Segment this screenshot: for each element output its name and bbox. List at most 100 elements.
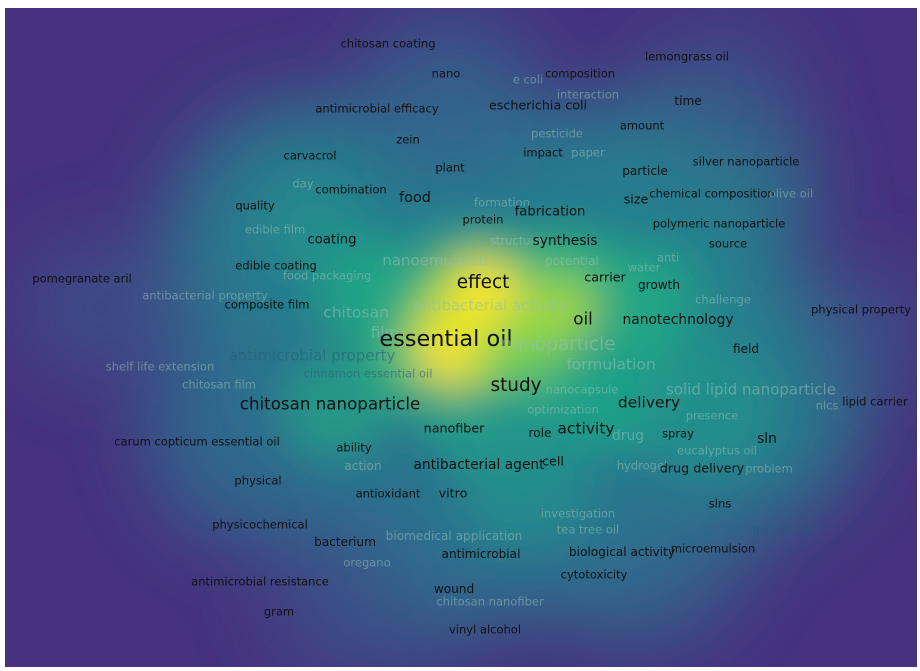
term-label[interactable]: physical property — [810, 302, 912, 317]
term-label[interactable]: antimicrobial resistance — [191, 574, 329, 589]
term-label[interactable]: role — [528, 425, 552, 440]
term-label[interactable]: chitosan — [323, 303, 389, 322]
term-label[interactable]: synthesis — [532, 233, 598, 250]
term-label[interactable]: coating — [307, 232, 357, 248]
term-label[interactable]: oil — [573, 308, 593, 329]
term-label[interactable]: nanoparticle — [500, 333, 616, 355]
term-label[interactable]: lemongrass oil — [645, 49, 729, 64]
term-label[interactable]: fabrication — [514, 204, 586, 220]
term-label[interactable]: sln — [757, 431, 777, 448]
term-label[interactable]: antibacterial property — [142, 288, 268, 303]
term-label[interactable]: delivery — [617, 393, 681, 412]
term-label[interactable]: paper — [571, 145, 605, 160]
term-label[interactable]: bacterium — [314, 534, 376, 549]
term-label[interactable]: formation — [474, 195, 530, 210]
term-label[interactable]: biological activity — [568, 544, 676, 559]
term-label[interactable]: film — [370, 323, 400, 342]
term-label[interactable]: vinyl alcohol — [448, 622, 522, 637]
term-label[interactable]: chitosan film — [182, 377, 256, 392]
term-label[interactable]: chitosan nanofiber — [436, 594, 544, 609]
term-label[interactable]: antimicrobial property — [228, 346, 396, 365]
term-label[interactable]: nano — [431, 66, 461, 81]
term-label[interactable]: quality — [235, 198, 275, 213]
term-label[interactable]: nanocapsule — [545, 382, 619, 397]
term-label[interactable]: chitosan coating — [340, 36, 436, 51]
term-label[interactable]: biomedical application — [385, 528, 523, 543]
term-label[interactable]: carvacrol — [283, 148, 337, 163]
term-label[interactable]: silver nanoparticle — [692, 154, 800, 169]
term-label[interactable]: antibacterial agent — [413, 457, 545, 474]
term-label[interactable]: carum copticum essential oil — [114, 434, 280, 449]
term-label[interactable]: action — [344, 458, 382, 473]
term-label[interactable]: shelf life extension — [105, 359, 215, 374]
term-label[interactable]: particle — [622, 163, 668, 178]
term-label[interactable]: lipid carrier — [842, 394, 908, 409]
term-label[interactable]: e coli — [512, 72, 544, 87]
term-label[interactable]: antioxidant — [355, 486, 421, 501]
term-label[interactable]: physical — [234, 473, 282, 488]
term-label[interactable]: source — [708, 236, 748, 251]
term-label[interactable]: edible coating — [235, 258, 317, 273]
term-label[interactable]: structure — [489, 233, 543, 248]
term-label[interactable]: pomegranate aril — [32, 271, 132, 286]
term-label[interactable]: composition — [544, 66, 616, 81]
term-label[interactable]: field — [732, 341, 760, 356]
term-label[interactable]: nanotechnology — [622, 312, 734, 329]
term-label[interactable]: composite film — [224, 297, 310, 312]
term-label[interactable]: tea tree oil — [556, 522, 620, 537]
term-label[interactable]: gram — [263, 604, 295, 619]
term-label[interactable]: antibacterial activity — [412, 296, 568, 315]
term-label[interactable]: zein — [396, 132, 420, 147]
term-label[interactable]: investigation — [540, 506, 616, 521]
term-label[interactable]: cytotoxicity — [560, 567, 628, 582]
term-label[interactable]: microemulsion — [670, 541, 756, 556]
term-label[interactable]: nanofiber — [423, 420, 485, 436]
term-label[interactable]: pesticide — [531, 126, 583, 141]
term-label[interactable]: optimization — [527, 402, 599, 417]
term-label[interactable]: formulation — [566, 355, 656, 374]
term-label[interactable]: antimicrobial — [441, 546, 521, 561]
term-label[interactable]: size — [623, 191, 649, 207]
term-label[interactable]: day — [292, 176, 314, 191]
term-label[interactable]: chemical composition — [649, 186, 775, 201]
term-label[interactable]: nanoemulsion — [382, 251, 488, 270]
term-label[interactable]: nlcs — [815, 398, 839, 413]
term-label[interactable]: anti — [656, 250, 680, 265]
term-label[interactable]: olive oil — [768, 186, 814, 201]
term-label[interactable]: escherichia coli — [488, 97, 588, 113]
term-label[interactable]: potential — [545, 253, 599, 268]
term-label[interactable]: food packaging — [282, 268, 372, 283]
term-label[interactable]: vitro — [438, 485, 468, 501]
term-label[interactable]: slns — [708, 496, 732, 511]
term-label[interactable]: polymeric nanoparticle — [652, 216, 786, 231]
term-label[interactable]: protein — [462, 212, 504, 227]
term-label[interactable]: solid lipid nanoparticle — [666, 380, 836, 399]
term-label[interactable]: drug — [612, 428, 644, 445]
term-label[interactable]: cinnamon essential oil — [303, 366, 433, 381]
term-label[interactable]: food — [399, 189, 431, 206]
term-label[interactable]: eucalyptus oil — [677, 443, 757, 458]
term-label[interactable]: spray — [662, 426, 694, 441]
term-label[interactable]: wound — [433, 581, 475, 596]
term-label[interactable]: carrier — [584, 269, 626, 285]
term-label[interactable]: growth — [637, 277, 681, 292]
term-label[interactable]: water — [627, 260, 661, 275]
term-label[interactable]: oregano — [343, 555, 391, 570]
term-label[interactable]: drug delivery — [659, 460, 745, 476]
term-label[interactable]: activity — [557, 419, 615, 438]
term-label[interactable]: amount — [619, 118, 665, 133]
term-label[interactable]: presence — [685, 408, 739, 423]
term-label[interactable]: interaction — [556, 87, 620, 102]
term-label[interactable]: challenge — [695, 292, 751, 307]
term-label[interactable]: edible film — [244, 222, 306, 237]
term-label[interactable]: study — [490, 374, 542, 396]
term-label[interactable]: plant — [435, 160, 465, 175]
term-label[interactable]: cell — [542, 453, 564, 469]
term-label[interactable]: combination — [315, 182, 387, 197]
term-label[interactable]: antimicrobial efficacy — [315, 101, 439, 116]
term-label[interactable]: effect — [456, 271, 510, 293]
term-label[interactable]: drug release — [748, 522, 822, 537]
term-label[interactable]: problem — [745, 461, 793, 476]
term-label[interactable]: impact — [523, 145, 563, 160]
term-label[interactable]: essential oil — [379, 325, 513, 352]
